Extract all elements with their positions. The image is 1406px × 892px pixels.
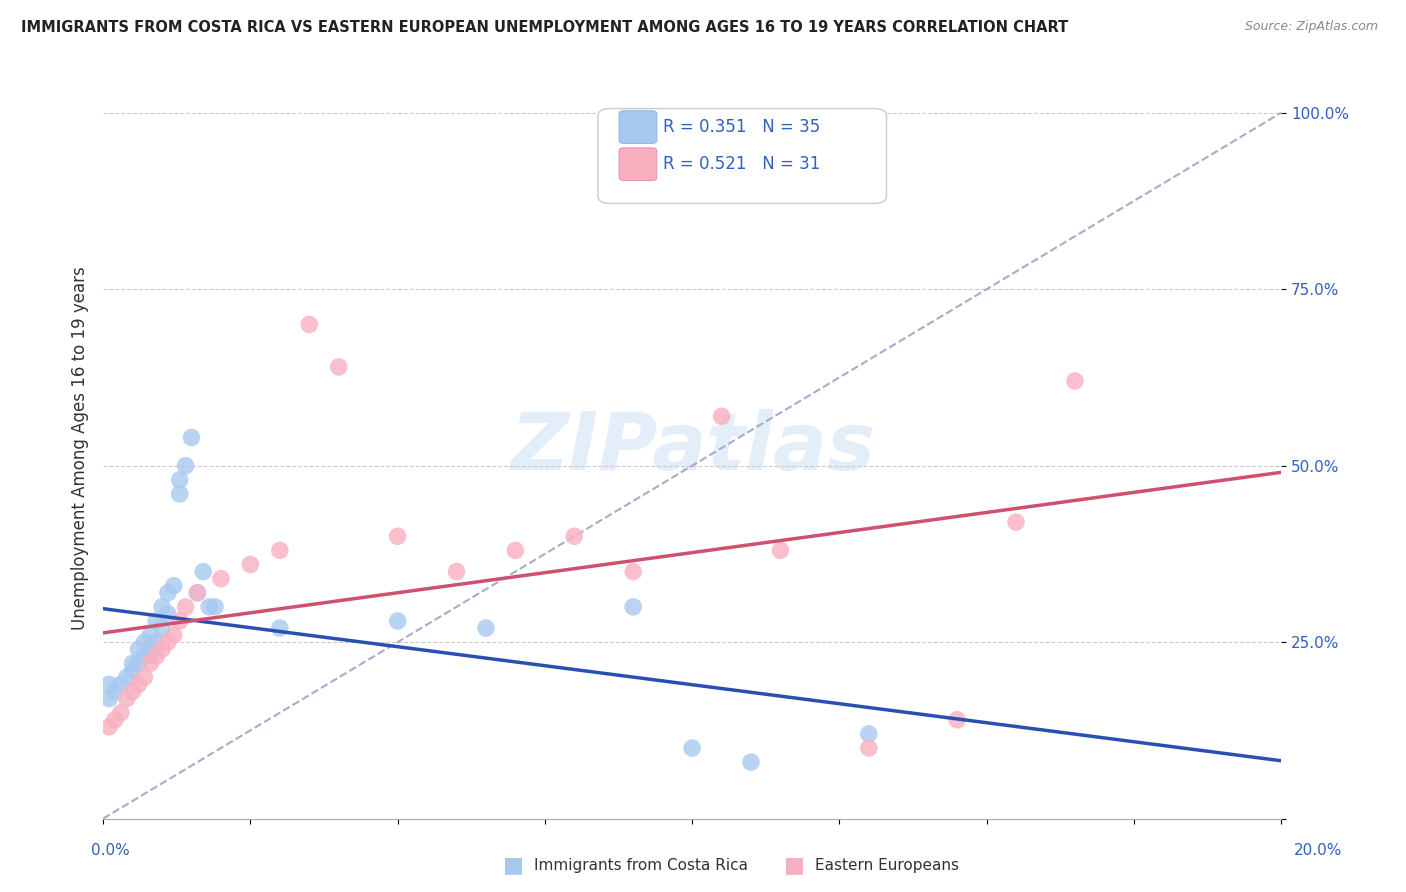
Point [134, 649, 156, 664]
Point [127, 642, 149, 657]
Point [139, 657, 162, 671]
Text: Eastern Europeans: Eastern Europeans [815, 858, 959, 872]
Point [505, 543, 527, 558]
Point [858, 741, 880, 756]
Text: R = 0.521   N = 31: R = 0.521 N = 31 [662, 155, 820, 173]
Text: Source: ZipAtlas.com: Source: ZipAtlas.com [1244, 20, 1378, 33]
Point [139, 642, 162, 657]
Point [145, 635, 167, 649]
Point [163, 579, 186, 593]
Point [180, 430, 202, 444]
Point [740, 755, 762, 769]
Point [186, 586, 208, 600]
Point [127, 677, 149, 691]
Point [110, 677, 132, 691]
FancyBboxPatch shape [619, 148, 657, 180]
Point [209, 572, 232, 586]
Point [387, 614, 409, 628]
Text: ■: ■ [785, 855, 804, 875]
Point [169, 614, 191, 628]
Point [204, 599, 226, 614]
Point [169, 473, 191, 487]
Point [858, 727, 880, 741]
Text: Immigrants from Costa Rica: Immigrants from Costa Rica [534, 858, 748, 872]
Point [121, 664, 143, 678]
Point [115, 670, 138, 684]
Point [150, 599, 173, 614]
Point [239, 558, 262, 572]
Text: R = 0.351   N = 35: R = 0.351 N = 35 [662, 118, 820, 136]
Point [134, 635, 156, 649]
Point [156, 607, 179, 621]
Text: 0.0%: 0.0% [91, 843, 131, 858]
Point [150, 642, 173, 657]
Point [139, 628, 162, 642]
Point [562, 529, 585, 543]
Point [115, 691, 138, 706]
Point [621, 599, 644, 614]
Point [174, 599, 197, 614]
Point [174, 458, 197, 473]
Point [769, 543, 792, 558]
Text: ■: ■ [503, 855, 523, 875]
Text: ZIPatlas: ZIPatlas [509, 409, 875, 487]
FancyBboxPatch shape [619, 111, 657, 144]
Point [446, 565, 468, 579]
Point [98, 691, 121, 706]
Point [946, 713, 969, 727]
Point [121, 657, 143, 671]
Point [328, 359, 350, 374]
Point [298, 318, 321, 332]
Point [621, 565, 644, 579]
Point [475, 621, 498, 635]
Point [163, 628, 186, 642]
Point [134, 670, 156, 684]
Point [127, 657, 149, 671]
Point [681, 741, 703, 756]
FancyBboxPatch shape [598, 109, 886, 203]
Point [710, 409, 733, 424]
Point [1064, 374, 1087, 388]
Y-axis label: Unemployment Among Ages 16 to 19 years: Unemployment Among Ages 16 to 19 years [72, 266, 89, 630]
Point [121, 684, 143, 698]
Point [145, 614, 167, 628]
Point [145, 649, 167, 664]
Point [98, 720, 121, 734]
Point [98, 677, 121, 691]
Text: 20.0%: 20.0% [1295, 843, 1343, 858]
Point [150, 621, 173, 635]
Point [156, 586, 179, 600]
Point [1005, 515, 1028, 529]
Point [169, 487, 191, 501]
Text: IMMIGRANTS FROM COSTA RICA VS EASTERN EUROPEAN UNEMPLOYMENT AMONG AGES 16 TO 19 : IMMIGRANTS FROM COSTA RICA VS EASTERN EU… [21, 20, 1069, 35]
Point [104, 684, 127, 698]
Point [156, 635, 179, 649]
Point [387, 529, 409, 543]
Point [269, 621, 291, 635]
Point [198, 599, 221, 614]
Point [269, 543, 291, 558]
Point [104, 713, 127, 727]
Point [110, 706, 132, 720]
Point [193, 565, 215, 579]
Point [186, 586, 208, 600]
